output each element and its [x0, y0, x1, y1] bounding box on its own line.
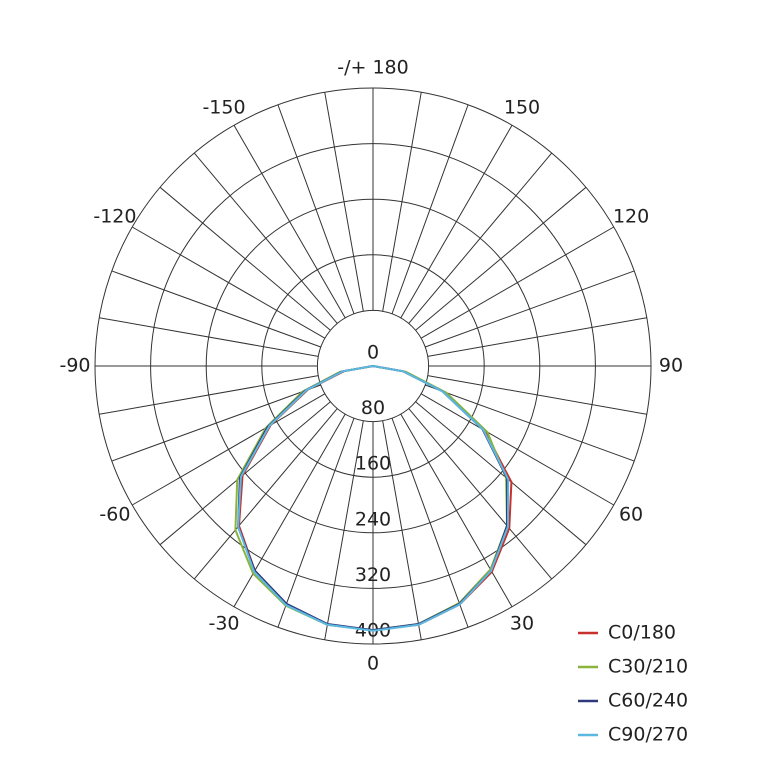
- r-tick-label: 320: [355, 564, 391, 586]
- theta-tick-label: 120: [613, 206, 649, 228]
- ring-grid-line: [94, 87, 652, 645]
- curve: [237, 365, 510, 632]
- ring-grid-line: [150, 143, 596, 589]
- theta-tick-label: 30: [510, 613, 534, 635]
- theta-tick-label: -/+ 180: [337, 57, 408, 79]
- legend-label: C60/240: [608, 690, 688, 712]
- legend-label: C90/270: [608, 724, 688, 746]
- theta-tick-label: -150: [202, 96, 245, 118]
- theta-tick-label: -120: [93, 206, 136, 228]
- theta-tick-label: -90: [59, 355, 90, 377]
- theta-tick-label: 60: [619, 504, 643, 526]
- legend-label: C0/180: [608, 622, 676, 644]
- theta-tick-label: 90: [659, 355, 683, 377]
- r-tick-label: 0: [367, 342, 379, 364]
- r-tick-label: 80: [361, 397, 385, 419]
- theta-tick-label: -60: [99, 504, 130, 526]
- theta-tick-label: 150: [504, 96, 540, 118]
- ring-grid-line: [316, 309, 430, 423]
- theta-tick-label: 0: [367, 653, 379, 675]
- legend-label: C30/210: [608, 656, 688, 678]
- r-tick-label: 240: [355, 508, 391, 530]
- ring-grid-line: [261, 254, 485, 478]
- r-tick-label: 160: [355, 453, 391, 475]
- theta-tick-label: -30: [208, 613, 239, 635]
- ring-grid-line: [205, 198, 541, 534]
